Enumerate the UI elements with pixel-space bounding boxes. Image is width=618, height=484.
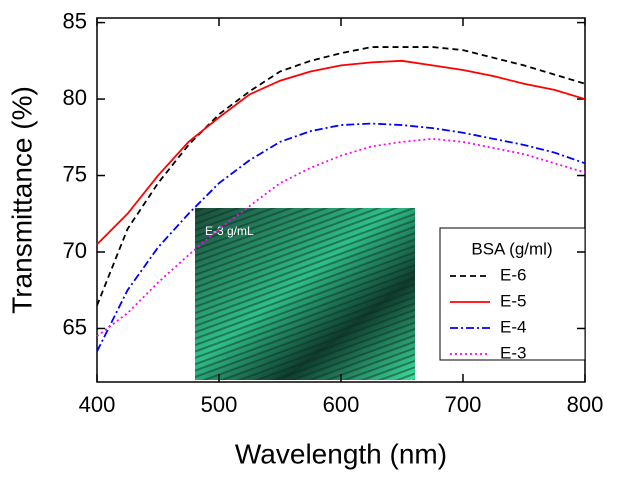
legend-box	[439, 227, 586, 361]
inset-texture	[195, 208, 415, 380]
y-tick-label: 85	[63, 8, 87, 33]
x-tick-label: 500	[201, 392, 238, 417]
y-axis-title: Transmittance (%)	[6, 86, 37, 314]
series-line	[96, 137, 586, 337]
series-line	[96, 46, 586, 306]
y-tick-label: 70	[63, 238, 87, 263]
series-line	[96, 122, 586, 352]
x-tick-label: 400	[79, 392, 116, 417]
x-tick-label: 800	[567, 392, 604, 417]
x-tick-label: 700	[445, 392, 482, 417]
legend-label: E-5	[500, 291, 526, 310]
inset-image: E-3 g/mL	[195, 208, 415, 380]
legend-label: E-3	[500, 343, 526, 362]
y-tick-label: 75	[63, 161, 87, 186]
inset-label: E-3 g/mL	[205, 224, 254, 238]
y-tick-label: 65	[63, 314, 87, 339]
series-line	[96, 59, 586, 245]
legend-label: E-6	[500, 265, 526, 284]
x-tick-label: 600	[323, 392, 360, 417]
y-tick-label: 80	[63, 85, 87, 110]
legend-label: E-4	[500, 317, 526, 336]
x-axis-title: Wavelength (nm)	[235, 438, 447, 469]
legend-title: BSA (g/ml)	[471, 239, 552, 258]
